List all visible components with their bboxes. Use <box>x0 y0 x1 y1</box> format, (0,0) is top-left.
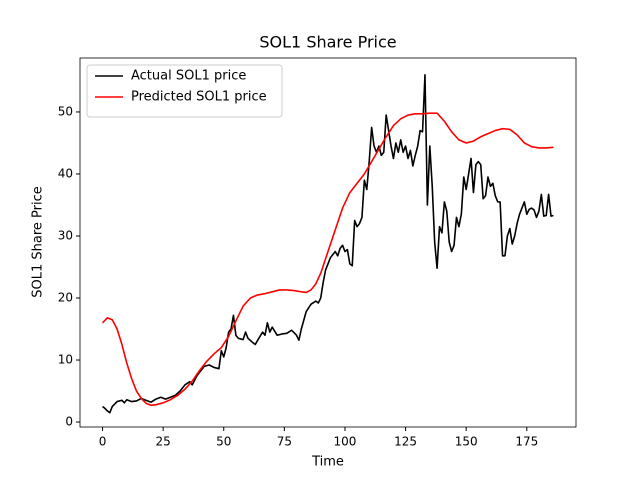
y-tick-label: 20 <box>58 291 73 305</box>
chart-title: SOL1 Share Price <box>259 33 396 52</box>
legend-label: Predicted SOL1 price <box>131 90 267 105</box>
y-tick-label: 30 <box>58 228 73 242</box>
series-line <box>102 73 554 414</box>
series-line <box>101 112 554 407</box>
y-tick-label: 10 <box>58 353 73 367</box>
y-tick-label: 50 <box>58 104 73 118</box>
y-tick-label: 40 <box>58 166 73 180</box>
x-tick-label: 125 <box>394 435 417 449</box>
legend-box <box>86 64 283 118</box>
x-tick-label: 100 <box>334 435 357 449</box>
legend-label: Actual SOL1 price <box>131 69 246 84</box>
x-tick-label: 50 <box>216 435 231 449</box>
y-axis-label: SOL1 Share Price <box>31 186 46 298</box>
y-tick-label: 0 <box>65 415 73 429</box>
x-axis-label: Time <box>311 455 344 470</box>
plot-frame <box>79 57 577 428</box>
x-tick-label: 0 <box>99 435 107 449</box>
x-tick-label: 150 <box>455 435 478 449</box>
x-tick-label: 175 <box>515 435 538 449</box>
x-tick-label: 25 <box>156 435 171 449</box>
x-tick-label: 75 <box>277 435 292 449</box>
